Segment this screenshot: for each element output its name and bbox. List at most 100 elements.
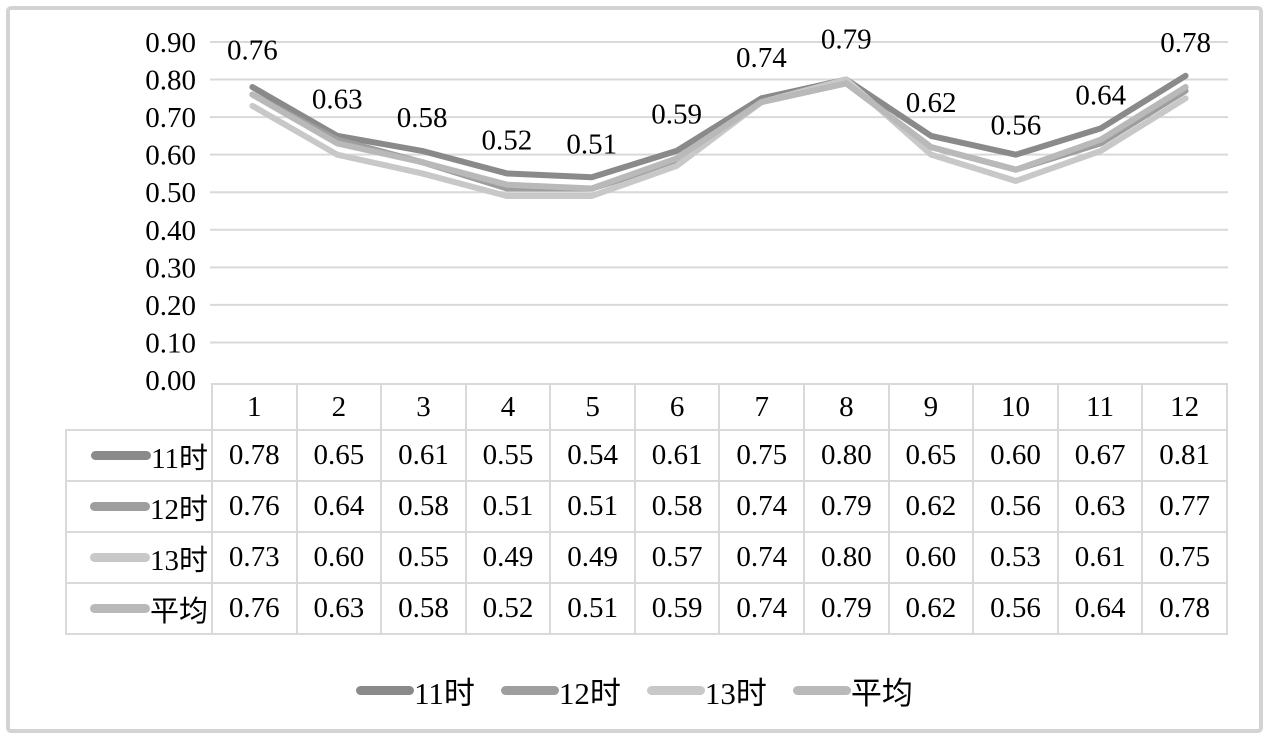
table-cell: 0.77 xyxy=(1141,480,1228,533)
legend-swatch-avg xyxy=(792,686,851,695)
legend-swatch-h11 xyxy=(356,686,415,695)
table-row-h11: 11时 0.78 0.65 0.61 0.55 0.54 0.61 0.75 0.80 0.65 0… xyxy=(65,429,1228,482)
data-table: 1 2 3 4 5 6 7 8 9 10 11 12 11时 0.78 0.65 0.61 0.55 0.54 0.… xyxy=(65,383,1228,635)
column-header-4: 4 xyxy=(464,383,552,431)
series-name-label: 12时 xyxy=(149,493,208,526)
series-line-h13 xyxy=(249,76,1189,199)
table-cell: 0.58 xyxy=(633,480,721,533)
table-cell: 0.52 xyxy=(464,582,552,635)
table-cell: 0.78 xyxy=(1141,582,1228,635)
table-cell: 0.60 xyxy=(295,531,383,584)
data-label: 0.62 xyxy=(906,87,957,119)
table-cell: 0.60 xyxy=(972,429,1059,482)
table-cell: 0.54 xyxy=(549,429,636,482)
y-axis-tick-label: 0.30 xyxy=(145,252,196,284)
table-cell: 0.75 xyxy=(718,429,806,482)
series-line-avg xyxy=(249,80,1189,192)
series-line-h11 xyxy=(249,72,1189,181)
row-header-h13: 13时 xyxy=(65,531,213,584)
chart-data-table: 1 2 3 4 5 6 7 8 9 10 11 12 11时 0.78 0.65 0.61 0.55 0.54 0.… xyxy=(65,383,1228,635)
row-header-content: 平均 xyxy=(68,588,210,630)
table-cell: 0.67 xyxy=(1056,429,1144,482)
column-header-3: 3 xyxy=(380,383,467,431)
legend-swatch-h13 xyxy=(646,686,705,695)
table-cell: 0.57 xyxy=(633,531,721,584)
data-label: 0.51 xyxy=(566,128,617,160)
legend-item-avg: 平均 xyxy=(792,668,913,713)
table-cell: 0.61 xyxy=(380,429,467,482)
table-cell: 0.61 xyxy=(633,429,721,482)
data-label: 0.78 xyxy=(1160,27,1211,59)
data-label: 0.52 xyxy=(482,125,533,157)
column-header-6: 6 xyxy=(633,383,721,431)
data-label: 0.79 xyxy=(821,23,872,55)
table-cell: 0.56 xyxy=(972,582,1059,635)
y-axis-tick-label: 0.70 xyxy=(145,102,196,134)
y-axis-tick-label: 0.40 xyxy=(145,215,196,247)
table-cell: 0.61 xyxy=(1056,531,1144,584)
table-cell: 0.49 xyxy=(549,531,636,584)
y-axis-tick-label: 0.90 xyxy=(145,27,196,59)
table-cell: 0.56 xyxy=(972,480,1059,533)
table-cell: 0.79 xyxy=(803,582,890,635)
legend-item-h12: 12时 xyxy=(500,668,621,713)
series-swatch-h12 xyxy=(89,502,150,511)
table-cell: 0.60 xyxy=(887,531,975,584)
table-cell: 0.74 xyxy=(718,531,806,584)
table-cell: 0.62 xyxy=(887,582,975,635)
column-header-10: 10 xyxy=(972,383,1059,431)
table-cell: 0.63 xyxy=(1056,480,1144,533)
y-axis-tick-label: 0.50 xyxy=(145,177,196,209)
table-cell: 0.81 xyxy=(1141,429,1228,482)
table-cell: 0.80 xyxy=(803,531,890,584)
data-label: 0.56 xyxy=(991,110,1042,142)
data-label: 0.74 xyxy=(736,42,787,74)
table-cell: 0.80 xyxy=(803,429,890,482)
table-cell: 0.74 xyxy=(718,480,806,533)
series-swatch-avg xyxy=(89,604,150,613)
y-axis-tick-label: 0.60 xyxy=(145,140,196,172)
table-cell: 0.51 xyxy=(464,480,552,533)
table-cell: 0.64 xyxy=(1056,582,1144,635)
legend-swatch-h12 xyxy=(500,686,559,695)
table-cell: 0.53 xyxy=(972,531,1059,584)
series-swatch-h13 xyxy=(89,553,150,562)
legend-label: 13时 xyxy=(704,676,767,711)
data-label: 0.58 xyxy=(397,102,448,134)
table-cell: 0.63 xyxy=(295,582,383,635)
chart-legend: 11时 12时 13时 平均 xyxy=(0,668,1269,713)
table-cell: 0.78 xyxy=(211,429,298,482)
table-cell: 0.58 xyxy=(380,582,467,635)
table-row-avg: 平均 0.76 0.63 0.58 0.52 0.51 0.59 0.74 0.79 0.62 0.… xyxy=(65,582,1228,635)
column-header-7: 7 xyxy=(718,383,806,431)
data-label: 0.76 xyxy=(227,35,278,67)
table-header-row: 1 2 3 4 5 6 7 8 9 10 11 12 xyxy=(66,383,1228,431)
table-cell: 0.75 xyxy=(1141,531,1228,584)
table-cell: 0.59 xyxy=(633,582,721,635)
table-cell: 0.62 xyxy=(887,480,975,533)
y-axis-tick-label: 0.10 xyxy=(145,327,196,359)
legend-label: 平均 xyxy=(850,676,913,711)
data-label: 0.59 xyxy=(651,98,702,130)
table-cell: 0.51 xyxy=(549,582,636,635)
y-axis-tick-label: 0.20 xyxy=(145,290,196,322)
table-cell: 0.55 xyxy=(464,429,552,482)
row-header-h11: 11时 xyxy=(65,429,213,482)
y-axis-tick-label: 0.00 xyxy=(145,365,196,397)
table-cell: 0.55 xyxy=(380,531,467,584)
y-axis-tick-label: 0.80 xyxy=(145,65,196,97)
column-header-9: 9 xyxy=(887,383,975,431)
legend-label: 11时 xyxy=(414,676,475,711)
legend-item-h13: 13时 xyxy=(646,668,767,713)
row-header-h12: 12时 xyxy=(65,480,213,533)
row-header-content: 11时 xyxy=(68,435,210,477)
row-header-avg: 平均 xyxy=(65,582,213,635)
column-header-5: 5 xyxy=(549,383,636,431)
table-cell: 0.79 xyxy=(803,480,890,533)
table-cell: 0.58 xyxy=(380,480,467,533)
table-cell: 0.51 xyxy=(549,480,636,533)
column-header-12: 12 xyxy=(1141,383,1228,431)
table-cell: 0.74 xyxy=(718,582,806,635)
legend-label: 12时 xyxy=(558,676,621,711)
column-header-2: 2 xyxy=(295,383,383,431)
